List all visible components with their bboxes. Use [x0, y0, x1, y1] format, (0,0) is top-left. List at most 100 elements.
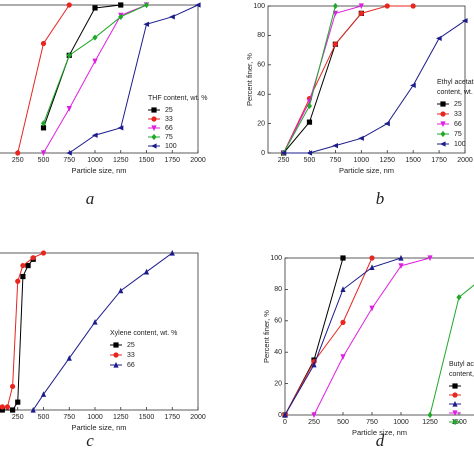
panel-label: b	[376, 189, 385, 208]
legend-label: 66	[454, 121, 462, 128]
marker	[384, 3, 390, 9]
series-line	[43, 4, 147, 154]
marker	[384, 121, 390, 127]
marker	[66, 2, 72, 8]
marker	[92, 34, 98, 41]
x-tick-label: 1000	[87, 414, 103, 421]
marker	[332, 41, 338, 47]
marker	[151, 125, 157, 132]
legend-label: 25	[454, 101, 462, 108]
marker	[440, 111, 446, 117]
marker	[369, 305, 375, 312]
marker	[118, 2, 124, 8]
x-tick-label: 250	[308, 419, 320, 426]
marker	[40, 120, 47, 127]
marker	[306, 150, 313, 156]
x-tick-label: 1250	[379, 157, 395, 164]
marker	[92, 5, 98, 11]
legend-label: 25	[165, 107, 173, 114]
legend-label: 100	[165, 143, 177, 150]
marker	[4, 404, 11, 410]
y-axis-label: Percent finer, %	[262, 310, 271, 363]
marker	[40, 150, 47, 157]
legend-label: 33	[127, 352, 135, 359]
x-tick-label: 750	[366, 419, 378, 426]
marker	[15, 150, 21, 156]
series-line	[284, 257, 344, 416]
marker	[280, 150, 287, 156]
marker	[113, 342, 119, 348]
x-tick-label: 1750	[431, 157, 447, 164]
marker	[369, 264, 375, 271]
x-tick-label: 0	[283, 419, 287, 426]
x-tick-label: 250	[12, 414, 24, 421]
marker	[410, 3, 416, 9]
marker	[282, 411, 288, 418]
series-line	[283, 20, 466, 154]
marker	[427, 411, 433, 419]
y-axis-label: Percent finer, %	[245, 53, 254, 106]
marker	[358, 10, 364, 16]
marker	[151, 116, 157, 122]
series-line	[283, 5, 336, 154]
x-tick-label: 1500	[139, 414, 155, 421]
marker	[311, 361, 317, 368]
y-tick-label: 0	[278, 412, 282, 419]
marker	[461, 18, 468, 24]
series-line	[313, 257, 431, 416]
x-tick-label: 1000	[354, 157, 370, 164]
marker	[440, 130, 446, 138]
marker	[118, 13, 124, 20]
legend-label: 33	[454, 111, 462, 118]
x-tick-label: 250	[12, 157, 24, 164]
marker	[20, 273, 26, 280]
x-tick-label: 750	[63, 157, 75, 164]
x-axis-label: Particle size, nm	[71, 423, 126, 432]
x-tick-label: 1000	[393, 419, 409, 426]
marker	[452, 383, 458, 389]
legend-title: content, wt. %	[449, 371, 474, 378]
series-line	[284, 257, 373, 416]
legend-label: 75	[454, 131, 462, 138]
x-tick-label: 500	[38, 157, 50, 164]
legend-label: 25	[127, 342, 135, 349]
marker	[452, 410, 458, 417]
marker	[340, 255, 346, 261]
marker	[40, 391, 47, 397]
legend-title: Butyl acetate	[449, 361, 474, 368]
marker	[150, 143, 157, 149]
marker	[40, 250, 47, 256]
series-line	[429, 284, 474, 416]
panel-label: c	[86, 431, 94, 450]
x-tick-label: 2000	[190, 414, 206, 421]
marker	[151, 107, 157, 113]
legend-title: THF content, wt. %	[148, 95, 208, 102]
y-tick-label: 40	[257, 91, 265, 98]
marker	[410, 82, 416, 88]
marker	[10, 383, 16, 390]
x-tick-label: 500	[38, 414, 50, 421]
x-tick-label: 1750	[164, 157, 180, 164]
marker	[66, 52, 72, 59]
marker	[440, 101, 446, 107]
x-tick-label: 1750	[164, 414, 180, 421]
x-tick-label: 2000	[190, 157, 206, 164]
marker	[92, 58, 98, 65]
panel-label: d	[376, 431, 385, 450]
plot-frame	[284, 257, 474, 416]
marker	[311, 412, 317, 419]
x-tick-label: 1250	[422, 419, 438, 426]
marker	[40, 40, 47, 47]
legend-title: Xylene content, wt. %	[110, 330, 177, 337]
marker	[440, 121, 446, 128]
legend-label: 75	[165, 134, 173, 141]
marker	[332, 2, 338, 10]
marker	[358, 3, 364, 10]
x-axis-label: Particle size, nm	[71, 166, 126, 175]
marker	[143, 268, 150, 275]
x-tick-label: 2000	[457, 157, 473, 164]
series-line	[284, 257, 402, 416]
legend-title: Ethyl acetate	[437, 79, 474, 86]
x-axis-label: Particle size, nm	[352, 428, 407, 437]
